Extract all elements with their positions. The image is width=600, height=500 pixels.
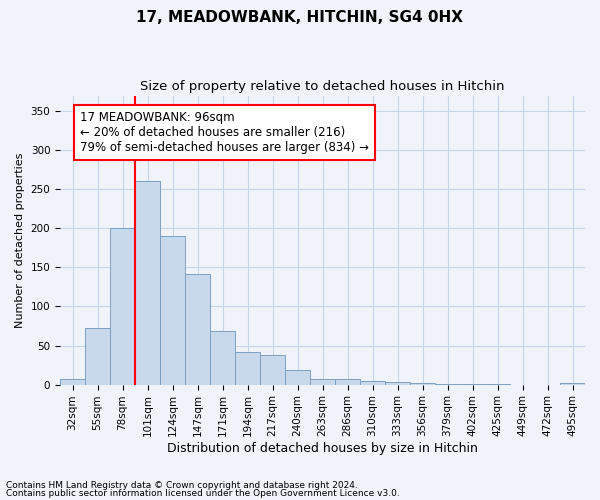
Bar xyxy=(110,228,135,384)
Bar xyxy=(85,328,110,384)
Bar xyxy=(360,380,385,384)
Bar xyxy=(160,236,185,384)
Bar xyxy=(260,355,285,384)
Bar xyxy=(185,274,210,384)
Bar xyxy=(335,379,360,384)
Bar xyxy=(385,382,410,384)
Text: Contains public sector information licensed under the Open Government Licence v3: Contains public sector information licen… xyxy=(6,488,400,498)
Bar xyxy=(235,352,260,384)
Bar xyxy=(210,332,235,384)
Text: 17, MEADOWBANK, HITCHIN, SG4 0HX: 17, MEADOWBANK, HITCHIN, SG4 0HX xyxy=(137,10,464,25)
Bar xyxy=(60,379,85,384)
Text: 17 MEADOWBANK: 96sqm
← 20% of detached houses are smaller (216)
79% of semi-deta: 17 MEADOWBANK: 96sqm ← 20% of detached h… xyxy=(80,111,369,154)
Bar xyxy=(135,182,160,384)
Bar xyxy=(285,370,310,384)
Text: Contains HM Land Registry data © Crown copyright and database right 2024.: Contains HM Land Registry data © Crown c… xyxy=(6,481,358,490)
Bar xyxy=(410,383,435,384)
Bar xyxy=(310,379,335,384)
Y-axis label: Number of detached properties: Number of detached properties xyxy=(15,152,25,328)
X-axis label: Distribution of detached houses by size in Hitchin: Distribution of detached houses by size … xyxy=(167,442,478,455)
Bar xyxy=(560,383,585,384)
Title: Size of property relative to detached houses in Hitchin: Size of property relative to detached ho… xyxy=(140,80,505,93)
